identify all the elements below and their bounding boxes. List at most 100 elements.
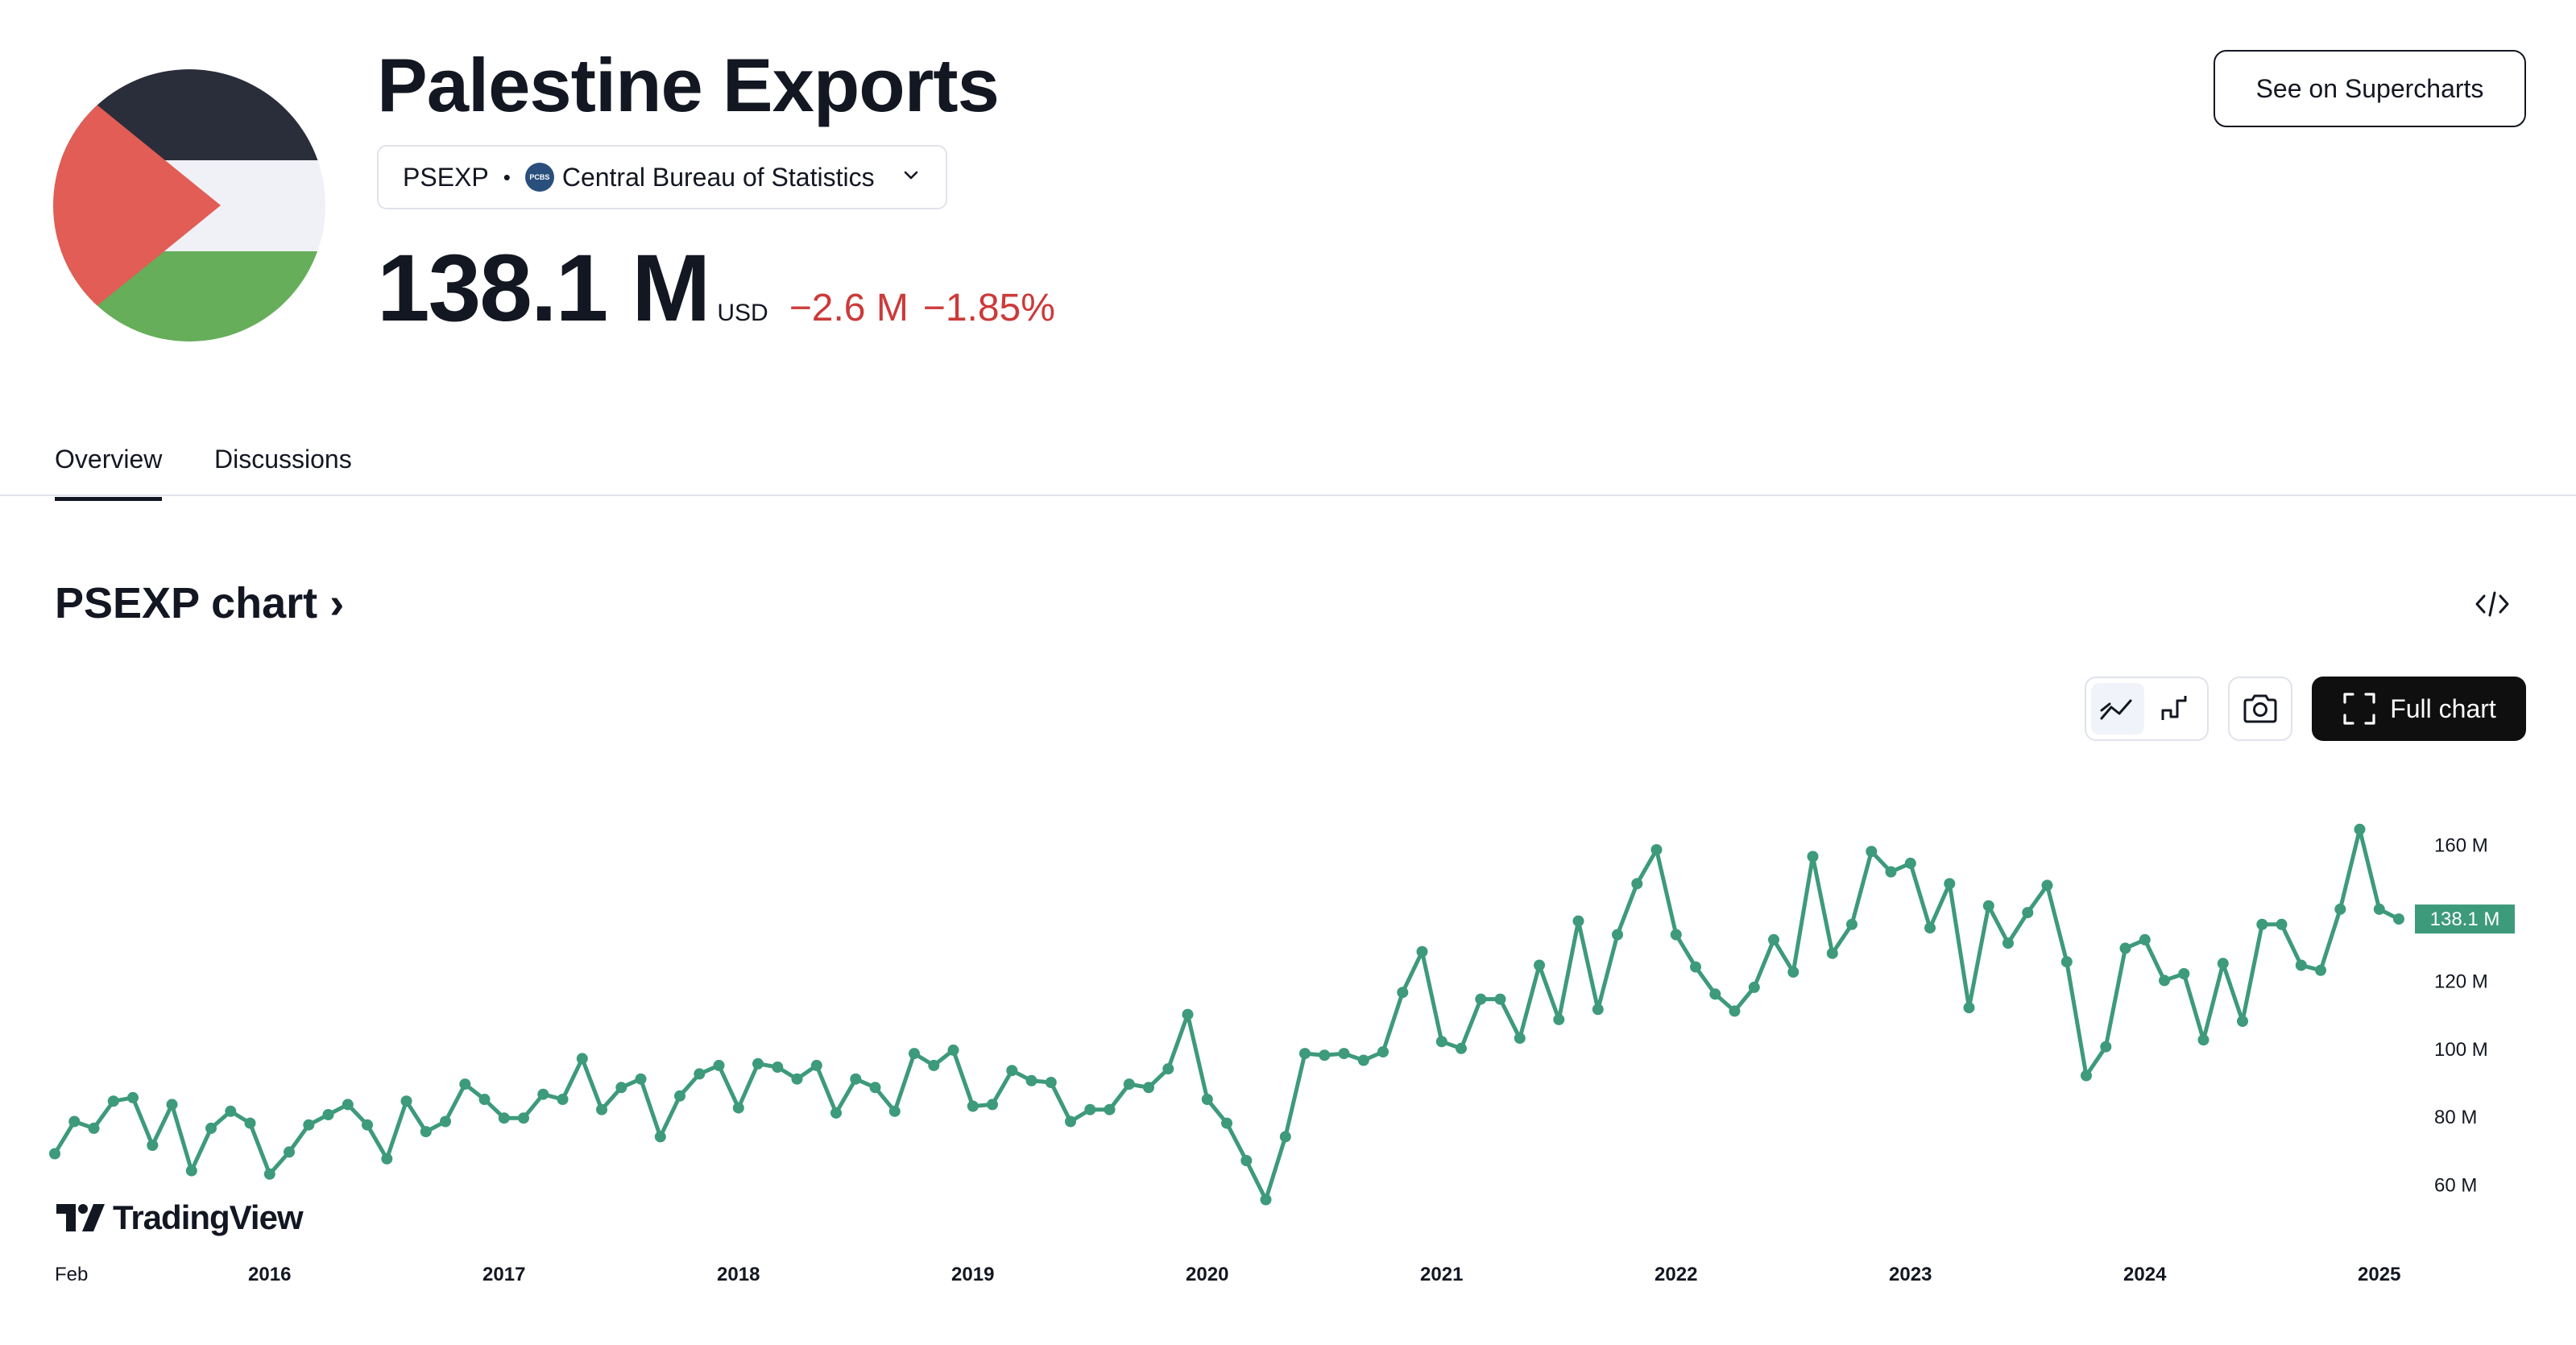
data-point (654, 1131, 666, 1143)
data-point (1748, 981, 1760, 993)
data-point (772, 1062, 784, 1073)
data-point (1475, 993, 1487, 1005)
chart-style-toggle (2085, 677, 2209, 741)
data-point (1162, 1063, 1174, 1075)
data-point (1631, 878, 1643, 890)
data-point (1650, 844, 1663, 856)
data-point (1006, 1065, 1018, 1077)
y-tick-label: 120 M (2434, 970, 2488, 992)
embed-code-icon[interactable] (2473, 588, 2512, 620)
tab-discussions[interactable]: Discussions (214, 445, 352, 474)
full-chart-button[interactable]: Full chart (2312, 677, 2526, 741)
data-point (713, 1059, 725, 1071)
x-tick-label: 2017 (482, 1264, 525, 1285)
y-tick-label: 80 M (2434, 1107, 2477, 1128)
data-point (1397, 987, 1409, 999)
data-point (2139, 933, 2151, 946)
data-point (459, 1078, 471, 1090)
data-point (928, 1059, 940, 1071)
tradingview-logo[interactable]: TradingView (56, 1198, 304, 1237)
data-point (381, 1153, 393, 1165)
snapshot-button[interactable] (2228, 677, 2292, 741)
currency-unit: USD (717, 300, 768, 326)
data-point (1123, 1078, 1135, 1090)
data-point (1963, 1002, 1975, 1014)
data-point (1299, 1048, 1311, 1060)
data-point (147, 1140, 159, 1151)
data-point (2002, 937, 2014, 949)
x-tick-label: 2016 (248, 1264, 291, 1285)
data-point (888, 1105, 901, 1117)
y-tick-label: 160 M (2434, 835, 2488, 857)
data-point (1182, 1008, 1194, 1020)
data-point (1534, 959, 1545, 971)
data-point (185, 1165, 197, 1177)
data-point (830, 1107, 842, 1119)
data-point (205, 1122, 217, 1134)
data-point (1572, 915, 1584, 927)
source-selector[interactable]: PSEXP • PCBS Central Bureau of Statistic… (377, 145, 947, 209)
data-point (1768, 933, 1779, 946)
data-point (1670, 929, 1682, 941)
chart-heading-text: PSEXP chart (55, 579, 318, 627)
symbol-label: PSEXP (403, 162, 489, 192)
x-tick-label: 2019 (951, 1264, 994, 1285)
tab-overview[interactable]: Overview (55, 445, 163, 501)
data-point (2354, 823, 2366, 835)
data-point (440, 1115, 451, 1128)
data-point (1866, 846, 1878, 858)
data-point (68, 1115, 81, 1128)
data-point (127, 1091, 139, 1103)
data-point (2197, 1034, 2209, 1046)
change-value: −2.6 M (789, 287, 909, 329)
data-point (2060, 956, 2073, 968)
separator-dot: • (503, 164, 511, 189)
flag-triangle-red (53, 69, 221, 341)
chart-heading-link[interactable]: PSEXP chart › (55, 578, 344, 628)
data-point (576, 1053, 588, 1065)
chevron-right-icon: › (329, 579, 345, 627)
data-point (225, 1105, 237, 1117)
data-point (947, 1044, 959, 1056)
data-point (1435, 1036, 1447, 1048)
data-point (1514, 1033, 1526, 1045)
x-tick-label: 2025 (2358, 1264, 2400, 1285)
data-point (596, 1103, 607, 1115)
data-point (1690, 961, 1701, 973)
data-point (400, 1095, 412, 1107)
last-value-label: 138.1 M (2430, 908, 2500, 930)
data-point (263, 1168, 275, 1180)
data-point (1553, 1013, 1565, 1025)
data-point (2256, 918, 2268, 930)
data-point (303, 1119, 315, 1131)
current-value: 138.1 M (377, 235, 710, 341)
data-point (2237, 1016, 2248, 1027)
data-point (2393, 913, 2404, 925)
tradingview-wordmark: TradingView (113, 1198, 304, 1236)
data-point (1709, 988, 1721, 1000)
x-tick-label: 2024 (2123, 1264, 2167, 1285)
data-point (2119, 942, 2131, 954)
source-logo-icon: PCBS (524, 163, 554, 192)
data-point (1260, 1194, 1272, 1206)
data-point (557, 1094, 569, 1105)
data-point (518, 1112, 529, 1124)
source-label: Central Bureau of Statistics (561, 162, 875, 192)
data-point (1787, 966, 1799, 978)
data-point (362, 1119, 373, 1131)
y-tick-label: 100 M (2434, 1039, 2488, 1061)
see-on-supercharts-button[interactable]: See on Supercharts (2214, 50, 2526, 127)
step-chart-button[interactable] (2149, 683, 2202, 735)
data-point (49, 1148, 60, 1160)
line-chart-button[interactable] (2091, 683, 2144, 735)
data-point (694, 1068, 706, 1080)
data-point (752, 1057, 764, 1070)
page-title: Palestine Exports (377, 43, 1000, 127)
data-point (1904, 857, 1916, 869)
data-point (1025, 1074, 1037, 1086)
x-tick-label: 2018 (717, 1264, 760, 1285)
y-tick-label: 60 M (2434, 1174, 2477, 1196)
data-point (2315, 964, 2326, 976)
data-point (1826, 947, 1838, 959)
